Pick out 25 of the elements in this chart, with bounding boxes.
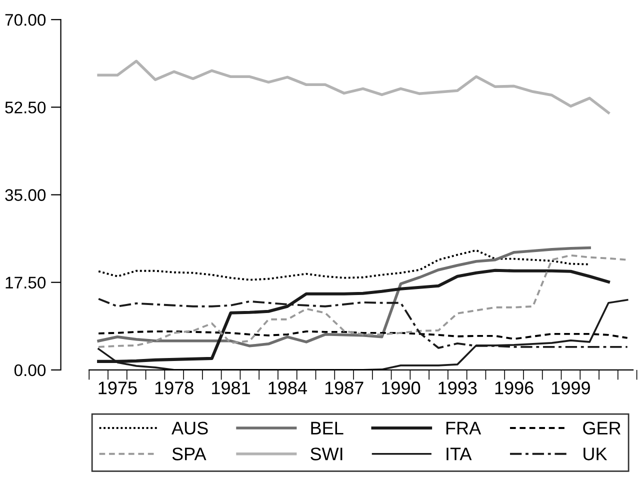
line-series — [98, 330, 628, 340]
legend-label: ITA — [446, 448, 472, 460]
legend-label: AUS — [172, 422, 208, 434]
line-series — [98, 249, 591, 281]
legend-label: SWI — [310, 448, 342, 460]
legend-label: SPA — [172, 448, 206, 460]
x-tick-label: 1981 — [212, 382, 250, 394]
line-series — [97, 60, 610, 114]
y-tick-label: 17.50 — [6, 276, 46, 289]
x-tick-label: 1996 — [495, 382, 534, 394]
y-tick-label: 35.00 — [5, 189, 46, 201]
x-tick-label: 1993 — [438, 382, 477, 394]
legend-label: FRA — [446, 422, 482, 434]
x-tick-label: 1990 — [382, 382, 420, 394]
y-tick-label: 52.50 — [5, 102, 46, 114]
x-tick-label: 1975 — [98, 382, 137, 394]
y-tick-label: 0.00 — [14, 364, 46, 376]
x-tick-label: 1999 — [552, 382, 590, 394]
legend-label: UK — [584, 448, 608, 460]
y-tick-label: 70.00 — [5, 14, 46, 26]
legend-label: GER — [583, 422, 621, 434]
legend-label: BEL — [311, 422, 344, 434]
x-tick-label: 1978 — [155, 382, 194, 394]
x-tick-label: 1987 — [325, 382, 364, 394]
x-tick-label: 1984 — [268, 382, 307, 394]
